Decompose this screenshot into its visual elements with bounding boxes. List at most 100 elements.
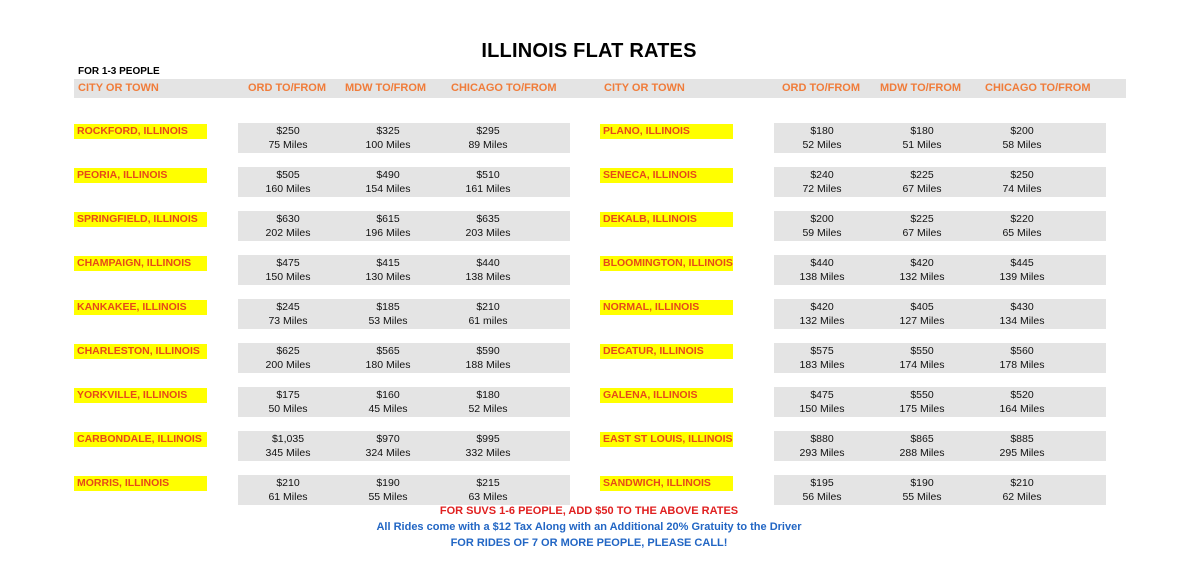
ord-price: $200	[810, 213, 834, 225]
ord-miles: 61 Miles	[268, 491, 308, 503]
chicago-rate-cell: $445 139 Miles	[972, 256, 1072, 284]
ord-miles: 345 Miles	[265, 447, 311, 459]
chicago-miles: 164 Miles	[999, 403, 1045, 415]
chicago-price: $635	[476, 213, 500, 225]
ord-rate-cell: $475 150 Miles	[238, 256, 338, 284]
ord-price: $625	[276, 345, 300, 357]
ord-rate-cell: $240 72 Miles	[772, 168, 872, 196]
chicago-miles: 61 miles	[468, 315, 508, 327]
mdw-price: $490	[376, 169, 400, 181]
chicago-price: $590	[476, 345, 500, 357]
chicago-rate-cell: $180 52 Miles	[438, 388, 538, 416]
ord-rate-cell: $1,035 345 Miles	[238, 432, 338, 460]
ord-rate-cell: $195 56 Miles	[772, 476, 872, 504]
ord-price: $175	[276, 389, 300, 401]
city-name: ROCKFORD, ILLINOIS	[74, 124, 207, 139]
city-name: SENECA, ILLINOIS	[600, 168, 733, 183]
ord-miles: 59 Miles	[802, 227, 842, 239]
table-row: KANKAKEE, ILLINOIS $245 73 Miles $185 53 Mil…	[74, 299, 600, 329]
ord-miles: 150 Miles	[265, 271, 311, 283]
table-row: SPRINGFIELD, ILLINOIS $630 202 Miles $615 19…	[74, 211, 600, 241]
ord-price: $630	[276, 213, 300, 225]
chicago-miles: 188 Miles	[465, 359, 511, 371]
mdw-miles: 67 Miles	[902, 227, 942, 239]
chicago-miles: 139 Miles	[999, 271, 1045, 283]
chicago-price: $220	[1010, 213, 1034, 225]
mdw-rate-cell: $185 53 Miles	[338, 300, 438, 328]
rate-values: $240 72 Miles $225 67 Miles $250 74 Miles	[774, 167, 1106, 197]
chicago-miles: 161 Miles	[465, 183, 511, 195]
ord-miles: 73 Miles	[268, 315, 308, 327]
header-city: CITY OR TOWN	[604, 82, 685, 94]
mdw-rate-cell: $225 67 Miles	[872, 212, 972, 240]
mdw-miles: 51 Miles	[902, 139, 942, 151]
rate-values: $420 132 Miles $405 127 Miles $430 134 Miles	[774, 299, 1106, 329]
mdw-miles: 132 Miles	[899, 271, 945, 283]
mdw-rate-cell: $550 175 Miles	[872, 388, 972, 416]
ord-price: $475	[276, 257, 300, 269]
ord-rate-cell: $625 200 Miles	[238, 344, 338, 372]
chicago-rate-cell: $295 89 Miles	[438, 124, 538, 152]
mdw-price: $225	[910, 213, 934, 225]
table-row: NORMAL, ILLINOIS $420 132 Miles $405 127 Mil…	[600, 299, 1126, 329]
mdw-miles: 127 Miles	[899, 315, 945, 327]
mdw-rate-cell: $970 324 Miles	[338, 432, 438, 460]
ord-rate-cell: $180 52 Miles	[772, 124, 872, 152]
ord-price: $250	[276, 125, 300, 137]
table-row: MORRIS, ILLINOIS $210 61 Miles $190 55 Miles…	[74, 475, 600, 505]
ord-rate-cell: $505 160 Miles	[238, 168, 338, 196]
rate-values: $210 61 Miles $190 55 Miles $215 63 Miles	[238, 475, 570, 505]
chicago-miles: 134 Miles	[999, 315, 1045, 327]
large-group-note: FOR RIDES OF 7 OR MORE PEOPLE, PLEASE CA…	[450, 537, 728, 549]
ord-rate-cell: $200 59 Miles	[772, 212, 872, 240]
mdw-rate-cell: $615 196 Miles	[338, 212, 438, 240]
chicago-rate-cell: $215 63 Miles	[438, 476, 538, 504]
mdw-price: $190	[376, 477, 400, 489]
ord-miles: 56 Miles	[802, 491, 842, 503]
city-name: BLOOMINGTON, ILLINOIS	[600, 256, 733, 271]
chicago-rate-cell: $995 332 Miles	[438, 432, 538, 460]
chicago-price: $560	[1010, 345, 1034, 357]
city-name: CHARLESTON, ILLINOIS	[74, 344, 207, 359]
ord-miles: 293 Miles	[799, 447, 845, 459]
rate-values: $475 150 Miles $415 130 Miles $440 138 Miles	[238, 255, 570, 285]
mdw-miles: 53 Miles	[368, 315, 408, 327]
mdw-rate-cell: $420 132 Miles	[872, 256, 972, 284]
header-ord: ORD TO/FROM	[782, 82, 861, 94]
tax-note: All Rides come with a $12 Tax Along with…	[376, 521, 802, 533]
chicago-rate-cell: $520 164 Miles	[972, 388, 1072, 416]
table-row: DECATUR, ILLINOIS $575 183 Miles $550 174 Mi…	[600, 343, 1126, 373]
header-chicago: CHICAGO TO/FROM	[451, 82, 557, 94]
chicago-price: $440	[476, 257, 500, 269]
mdw-miles: 324 Miles	[365, 447, 411, 459]
table-header: CITY OR TOWN ORD TO/FROM MDW TO/FROM CHI…	[74, 79, 600, 98]
mdw-rate-cell: $160 45 Miles	[338, 388, 438, 416]
chicago-miles: 203 Miles	[465, 227, 511, 239]
subtitle: FOR 1-3 PEOPLE	[78, 66, 160, 77]
ord-rate-cell: $630 202 Miles	[238, 212, 338, 240]
rates-table-left: CITY OR TOWN ORD TO/FROM MDW TO/FROM CHI…	[74, 79, 600, 505]
mdw-miles: 196 Miles	[365, 227, 411, 239]
ord-rate-cell: $420 132 Miles	[772, 300, 872, 328]
table-row: SENECA, ILLINOIS $240 72 Miles $225 67 Miles…	[600, 167, 1126, 197]
chicago-rate-cell: $430 134 Miles	[972, 300, 1072, 328]
ord-miles: 183 Miles	[799, 359, 845, 371]
mdw-price: $185	[376, 301, 400, 313]
rate-values: $200 59 Miles $225 67 Miles $220 65 Miles	[774, 211, 1106, 241]
mdw-rate-cell: $190 55 Miles	[872, 476, 972, 504]
city-name: YORKVILLE, ILLINOIS	[74, 388, 207, 403]
chicago-price: $180	[476, 389, 500, 401]
chicago-rate-cell: $220 65 Miles	[972, 212, 1072, 240]
rate-values: $630 202 Miles $615 196 Miles $635 203 Miles	[238, 211, 570, 241]
table-row: PLANO, ILLINOIS $180 52 Miles $180 51 Miles $…	[600, 123, 1126, 153]
chicago-miles: 138 Miles	[465, 271, 511, 283]
rate-values: $505 160 Miles $490 154 Miles $510 161 Miles	[238, 167, 570, 197]
mdw-miles: 130 Miles	[365, 271, 411, 283]
chicago-miles: 52 Miles	[468, 403, 508, 415]
rate-values: $175 50 Miles $160 45 Miles $180 52 Miles	[238, 387, 570, 417]
mdw-rate-cell: $550 174 Miles	[872, 344, 972, 372]
table-row: DEKALB, ILLINOIS $200 59 Miles $225 67 Miles…	[600, 211, 1126, 241]
rate-values: $880 293 Miles $865 288 Miles $885 295 Miles	[774, 431, 1106, 461]
chicago-price: $520	[1010, 389, 1034, 401]
ord-price: $420	[810, 301, 834, 313]
